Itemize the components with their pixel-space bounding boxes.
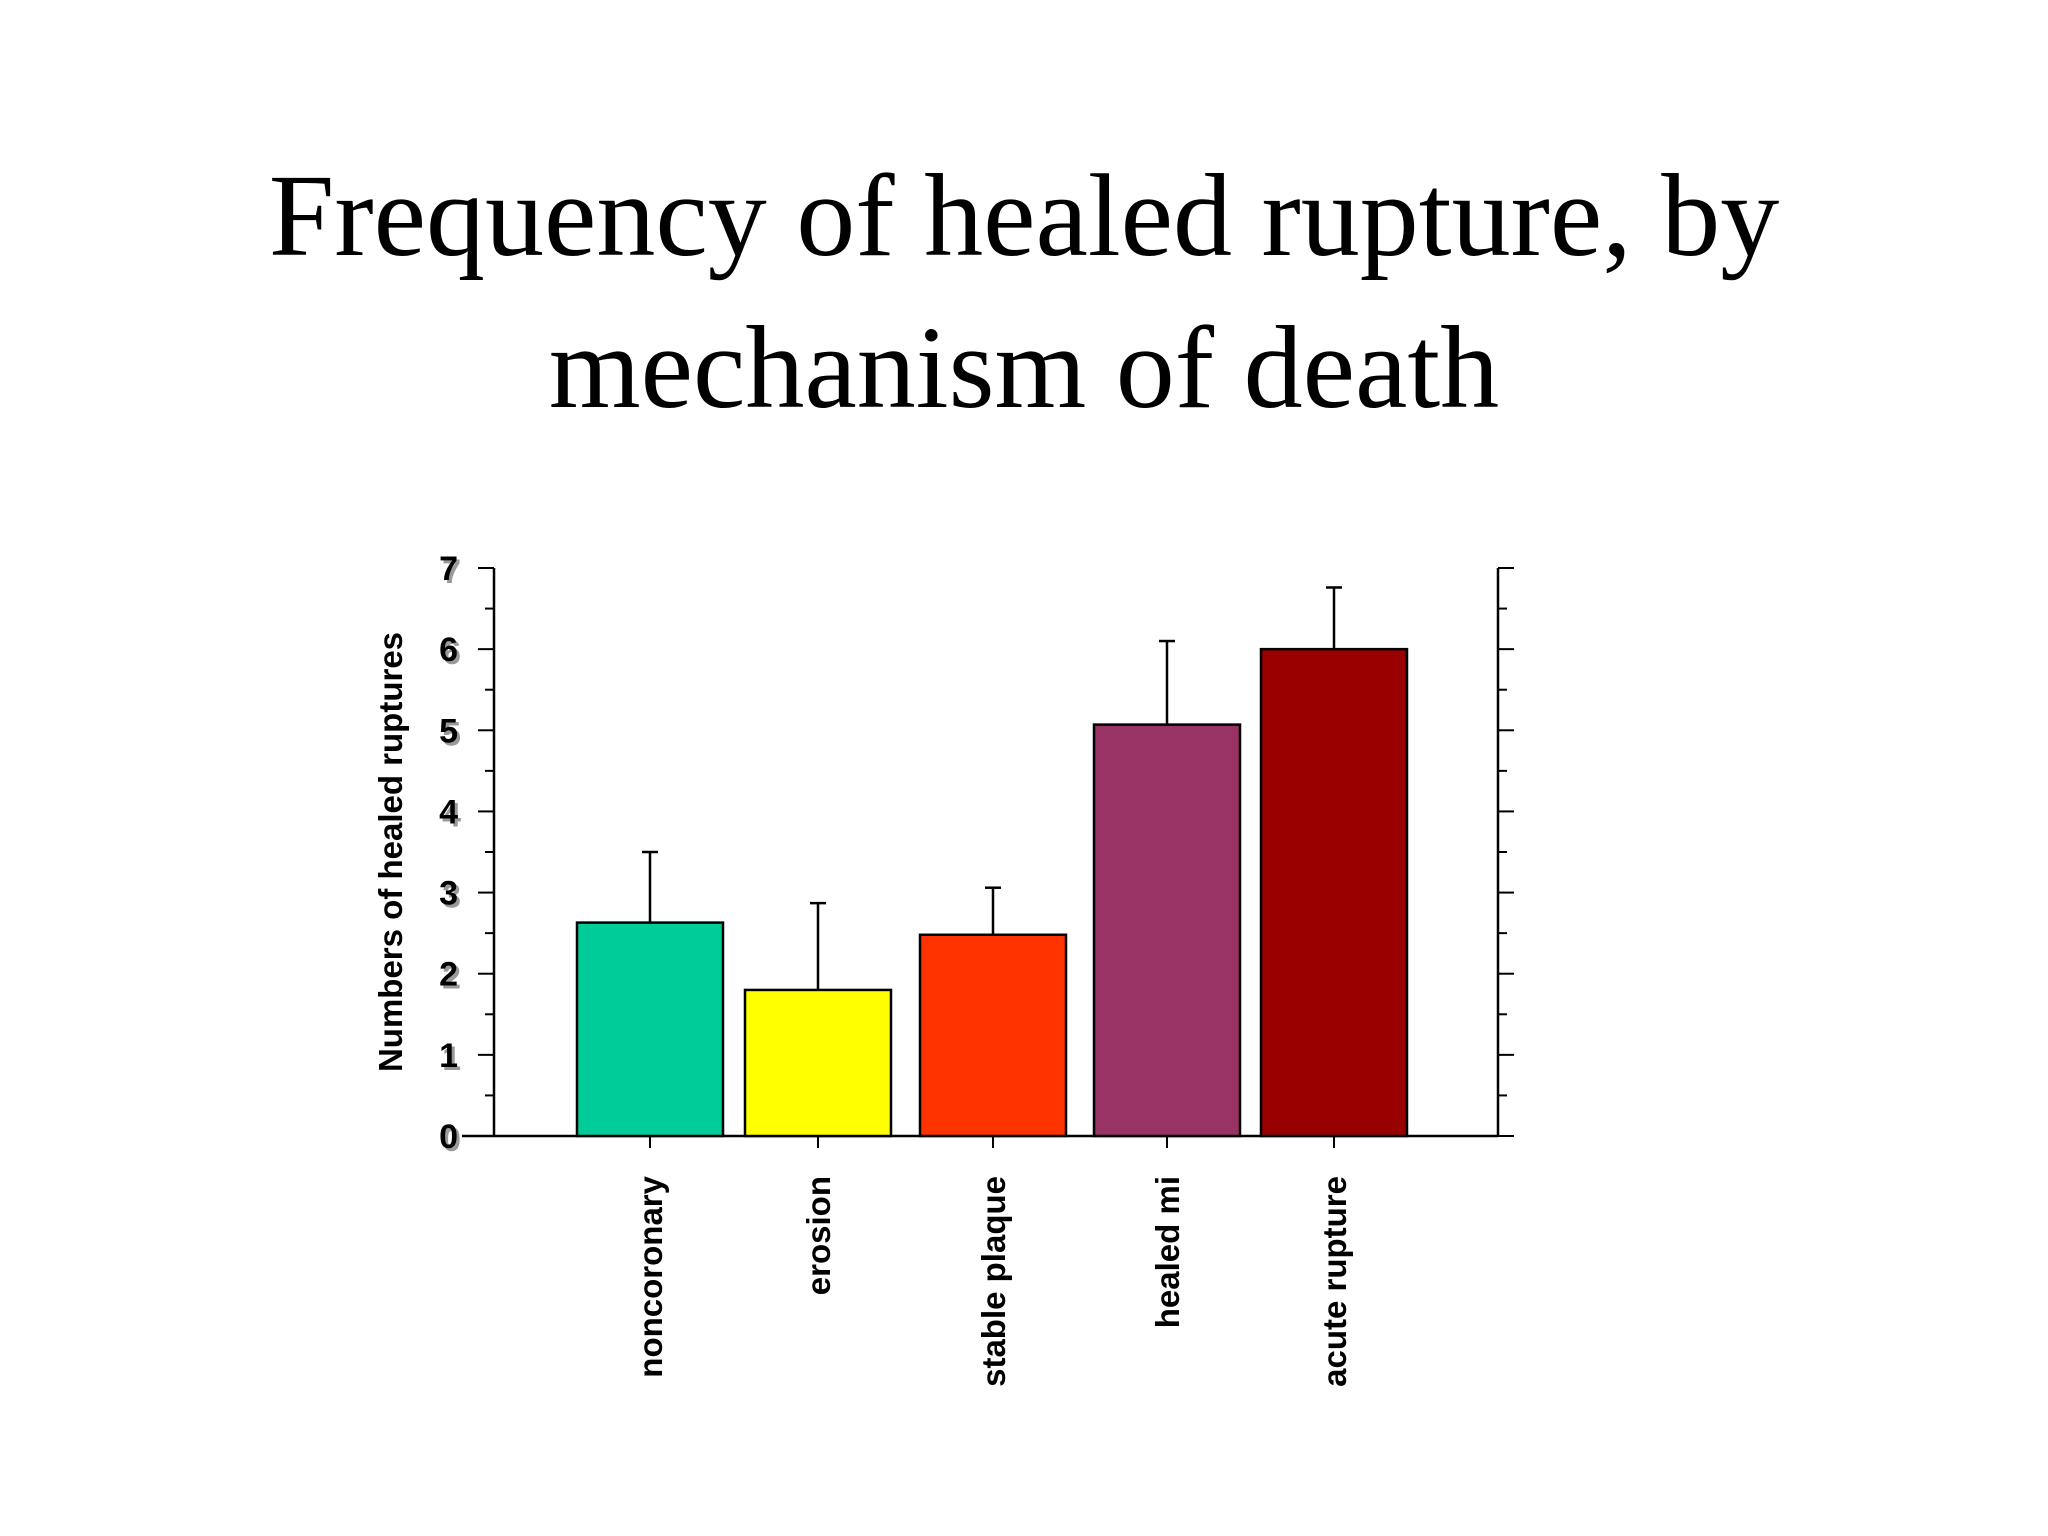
y-tick-label-shadow: 2 xyxy=(442,959,461,997)
slide-title-line-1: Frequency of healed rupture, by xyxy=(268,150,1780,281)
slide-title-line-2: mechanism of death xyxy=(548,302,1500,433)
y-tick-label: 7 xyxy=(439,550,458,588)
x-category-label: noncoronary xyxy=(632,1175,669,1377)
x-category-label: healed mi xyxy=(1149,1176,1186,1328)
y-tick-label-shadow: 7 xyxy=(442,553,461,591)
y-tick-label: 5 xyxy=(439,712,458,750)
y-tick-label-shadow: 4 xyxy=(442,796,461,834)
y-tick-label-shadow: 5 xyxy=(442,715,461,753)
x-category-label: acute rupture xyxy=(1316,1176,1353,1387)
bar-erosion xyxy=(743,988,893,1138)
y-tick-label: 0 xyxy=(439,1118,458,1156)
bar-healed-mi xyxy=(1092,723,1242,1138)
x-category-label: stable plaque xyxy=(975,1176,1012,1387)
y-tick-label-shadow: 1 xyxy=(442,1040,461,1078)
slide-title: Frequency of healed rupture, by mechanis… xyxy=(0,140,2048,444)
y-tick-label-shadow: 0 xyxy=(442,1121,461,1159)
x-axis-labels: noncoronary erosion stable plaque healed mi… xyxy=(632,1175,1353,1387)
y-tick-label-shadow: 3 xyxy=(442,878,461,916)
y-tick-label: 4 xyxy=(439,793,458,831)
y-tick-label: 1 xyxy=(439,1037,458,1075)
bar-noncoronary xyxy=(575,921,725,1138)
bar-stable-plaque xyxy=(918,933,1068,1138)
y-axis-title: Numbers of healed ruptures xyxy=(372,632,409,1072)
y-tick-label-shadow: 6 xyxy=(442,634,461,672)
y-tick-label: 2 xyxy=(439,956,458,994)
x-category-label: erosion xyxy=(800,1176,837,1295)
y-tick-label: 3 xyxy=(439,875,458,913)
y-tick-label: 6 xyxy=(439,631,458,669)
chart-bars xyxy=(575,647,1409,1138)
error-bars xyxy=(642,586,1342,1148)
bar-acute-rupture xyxy=(1259,647,1409,1138)
